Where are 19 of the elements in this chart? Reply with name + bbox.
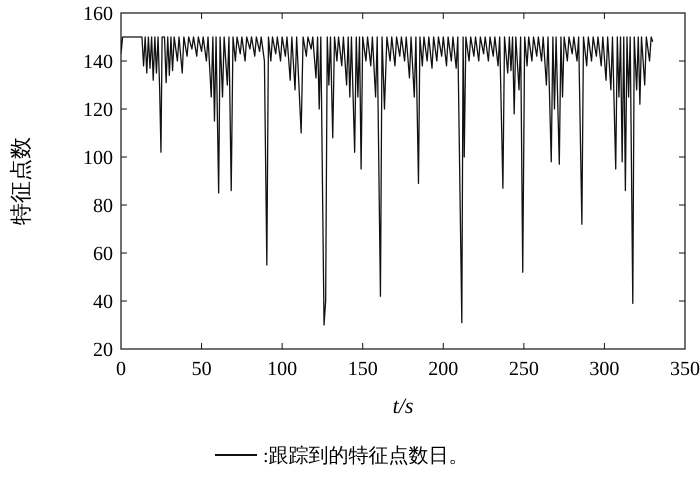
y-tick-label: 100 [83, 147, 113, 169]
x-tick-label: 50 [192, 358, 212, 380]
y-tick-label: 20 [93, 339, 113, 361]
x-tick-label: 300 [589, 358, 620, 380]
y-tick-label: 40 [93, 291, 113, 313]
x-tick-label: 100 [267, 358, 298, 380]
x-tick-label: 250 [508, 358, 539, 380]
x-tick-label: 350 [670, 358, 700, 380]
y-tick-label: 80 [93, 195, 113, 217]
y-tick-label: 60 [93, 243, 113, 265]
x-tick-label: 200 [428, 358, 458, 380]
x-tick-label: 0 [116, 358, 126, 380]
x-axis-title: t/s [392, 393, 414, 418]
legend-label: :跟踪到的特征点数日。 [263, 445, 469, 467]
y-tick-label: 140 [83, 51, 113, 73]
y-axis-title: 特征点数 [8, 137, 33, 225]
y-tick-label: 160 [83, 3, 113, 25]
x-tick-label: 150 [348, 358, 378, 380]
y-tick-label: 120 [83, 99, 113, 121]
